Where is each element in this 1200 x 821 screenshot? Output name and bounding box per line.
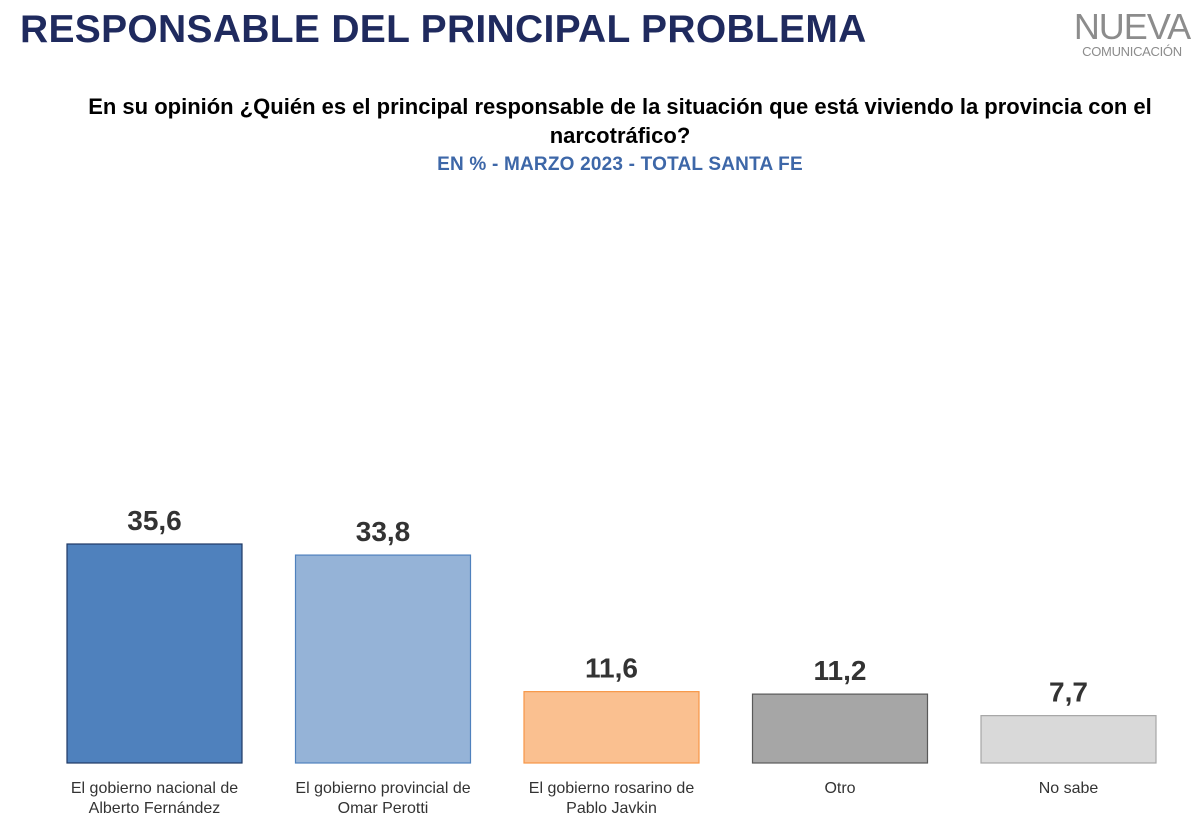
bars-group [66, 543, 1157, 764]
chart-question: En su opinión ¿Quién es el principal res… [88, 94, 1152, 148]
chart-subtitle: EN % - MARZO 2023 - TOTAL SANTA FE [437, 154, 803, 175]
logo-wordmark: NUEVA [1073, 6, 1191, 47]
value-label-2: 11,6 [585, 653, 638, 684]
category-label-3: Otro [824, 780, 855, 797]
bar-0 [66, 543, 243, 764]
logo-subtitle: COMUNICACIÓN [1082, 44, 1182, 59]
category-label-0: El gobierno nacional de Alberto Fernández [71, 780, 238, 817]
category-labels-group: El gobierno nacional de Alberto Fernández… [71, 780, 1099, 817]
value-label-3: 11,2 [814, 655, 867, 686]
bar-3 [751, 693, 929, 764]
bar-4 [980, 715, 1157, 764]
category-label-2: El gobierno rosarino de Pablo Javkin [529, 780, 695, 817]
value-label-1: 33,8 [356, 516, 411, 547]
value-label-0: 35,6 [127, 505, 182, 536]
brand-logo: NUEVA COMUNICACIÓN [1072, 8, 1192, 66]
category-label-1: El gobierno provincial de Omar Perotti [295, 780, 470, 817]
bar-1 [294, 554, 472, 764]
bar-2 [523, 691, 700, 764]
value-labels-group: 35,6 33,8 11,6 11,2 7,7 [127, 505, 1088, 708]
category-label-4: No sabe [1039, 780, 1099, 797]
value-label-4: 7,7 [1049, 677, 1088, 708]
page-title: RESPONSABLE DEL PRINCIPAL PROBLEMA [20, 8, 867, 51]
